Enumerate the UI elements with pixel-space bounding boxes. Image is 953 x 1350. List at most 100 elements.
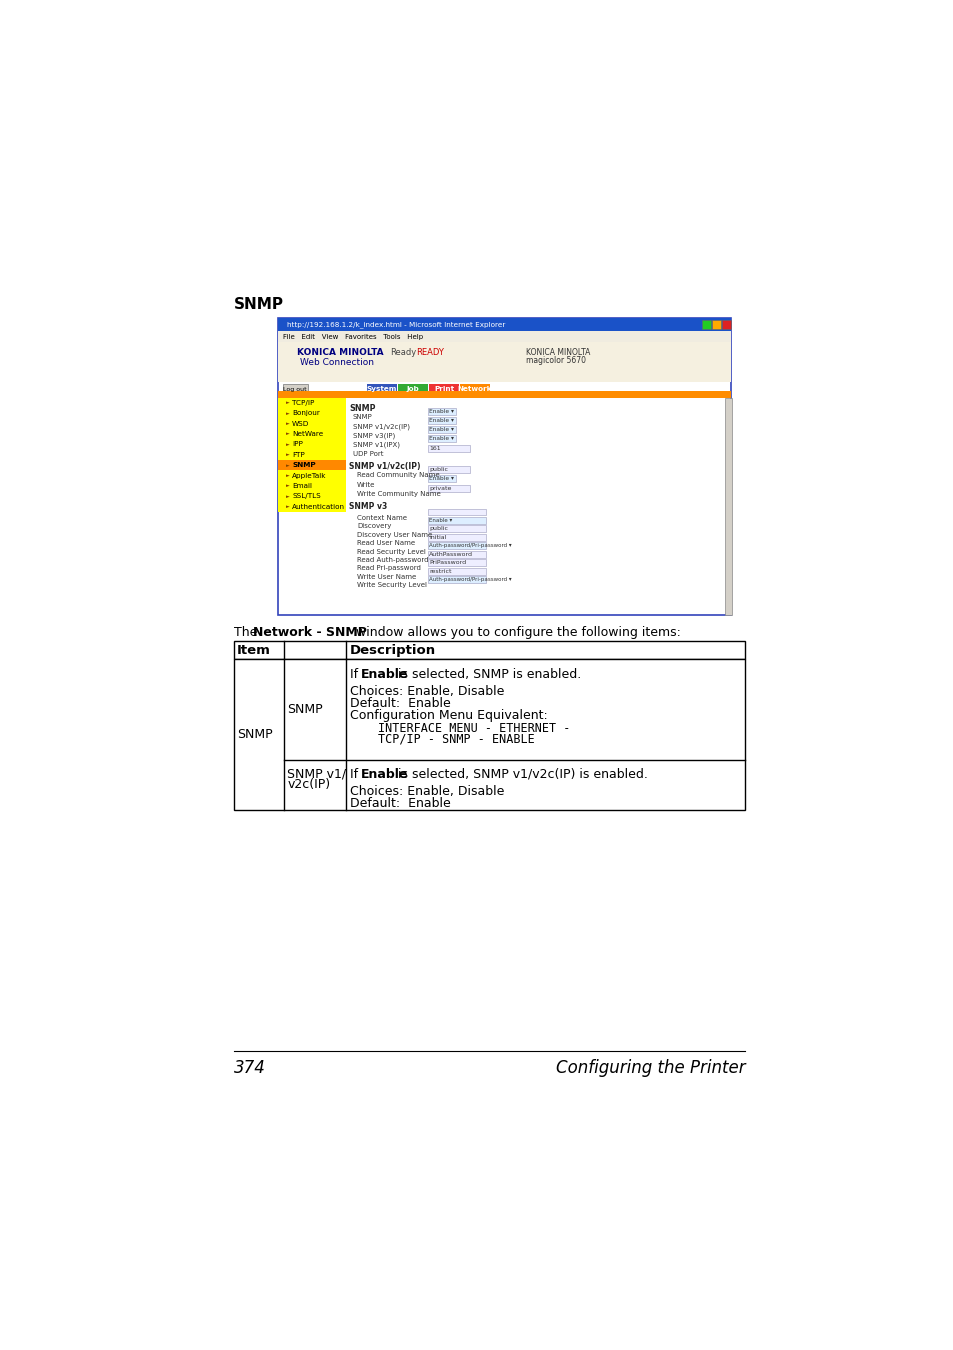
Text: Ready: Ready xyxy=(390,348,416,358)
Bar xyxy=(278,418,345,429)
Bar xyxy=(427,509,485,516)
Text: WSD: WSD xyxy=(292,421,309,427)
Bar xyxy=(427,517,485,524)
Text: FTP: FTP xyxy=(292,452,305,458)
Bar xyxy=(278,342,731,382)
Text: v2c(IP): v2c(IP) xyxy=(287,778,330,791)
Text: window allows you to configure the following items:: window allows you to configure the follo… xyxy=(352,625,679,639)
Text: Default:  Enable: Default: Enable xyxy=(350,697,451,710)
Text: KONICA MINOLTA: KONICA MINOLTA xyxy=(525,348,590,358)
Text: Write Security Level: Write Security Level xyxy=(356,582,427,589)
Text: Default:  Enable: Default: Enable xyxy=(350,798,451,810)
Bar xyxy=(427,533,485,541)
Text: Read Pri-password: Read Pri-password xyxy=(356,566,420,571)
Text: Enable: Enable xyxy=(360,768,408,782)
Bar xyxy=(427,427,456,433)
Bar xyxy=(278,439,345,450)
Text: restrict: restrict xyxy=(429,568,452,574)
Text: Choices: Enable, Disable: Choices: Enable, Disable xyxy=(350,784,504,798)
Bar xyxy=(427,408,456,414)
Text: TCP/IP: TCP/IP xyxy=(292,400,314,406)
Bar xyxy=(278,390,731,398)
Bar xyxy=(427,576,485,583)
Text: http://192.168.1.2/k_index.html - Microsoft Internet Explorer: http://192.168.1.2/k_index.html - Micros… xyxy=(287,321,505,328)
Text: INTERFACE MENU - ETHERNET -: INTERFACE MENU - ETHERNET - xyxy=(377,722,570,734)
Text: KONICA MINOLTA: KONICA MINOLTA xyxy=(297,348,384,358)
Text: Read User Name: Read User Name xyxy=(356,540,415,545)
Bar xyxy=(427,435,456,443)
Text: Auth-password/Pri-password ▾: Auth-password/Pri-password ▾ xyxy=(429,543,512,548)
Bar xyxy=(278,317,731,614)
Text: ►: ► xyxy=(286,432,290,436)
Text: Context Name: Context Name xyxy=(356,514,407,521)
Text: SNMP v1/v2c(IP): SNMP v1/v2c(IP) xyxy=(353,423,409,429)
Text: Authentication: Authentication xyxy=(292,504,345,510)
Text: ►: ► xyxy=(286,452,290,458)
Text: IPP: IPP xyxy=(292,441,303,447)
Text: Email: Email xyxy=(292,483,312,489)
Text: ►: ► xyxy=(286,421,290,427)
Text: Read Community Name: Read Community Name xyxy=(356,472,439,478)
Text: Job: Job xyxy=(406,386,419,391)
Text: Enable ▾: Enable ▾ xyxy=(429,418,454,423)
Bar xyxy=(278,450,345,460)
Text: ►: ► xyxy=(286,472,290,478)
Bar xyxy=(427,485,470,491)
Text: ►: ► xyxy=(286,410,290,416)
Text: SSL/TLS: SSL/TLS xyxy=(292,493,320,500)
Bar xyxy=(278,398,345,408)
Text: ►: ► xyxy=(286,483,290,489)
Bar xyxy=(397,383,427,394)
Bar xyxy=(278,429,345,439)
Text: Description: Description xyxy=(349,644,436,656)
Text: Web Connection: Web Connection xyxy=(299,358,374,367)
Text: ►: ► xyxy=(286,441,290,447)
Text: ►: ► xyxy=(286,494,290,499)
Bar xyxy=(427,475,456,482)
Bar xyxy=(427,559,485,566)
Text: TCP/IP - SNMP - ENABLE: TCP/IP - SNMP - ENABLE xyxy=(377,733,535,745)
Bar xyxy=(427,417,456,424)
Text: SNMP: SNMP xyxy=(349,404,375,413)
Text: SNMP v1(IPX): SNMP v1(IPX) xyxy=(353,441,399,448)
Bar xyxy=(278,470,345,481)
Text: initial: initial xyxy=(429,535,446,540)
Text: Read Auth-password: Read Auth-password xyxy=(356,558,428,563)
Text: Enable ▾: Enable ▾ xyxy=(429,477,454,482)
Text: 374: 374 xyxy=(233,1058,266,1077)
Bar xyxy=(429,383,458,394)
Text: SNMP: SNMP xyxy=(236,728,273,741)
Text: SNMP: SNMP xyxy=(292,462,315,468)
Text: Enable ▾: Enable ▾ xyxy=(429,518,452,522)
Text: public: public xyxy=(429,467,448,472)
Bar xyxy=(459,383,489,394)
Bar xyxy=(427,444,470,451)
Bar xyxy=(711,320,720,329)
Text: Configuration Menu Equivalent:: Configuration Menu Equivalent: xyxy=(350,710,547,722)
Text: Discovery: Discovery xyxy=(356,524,391,529)
Text: NetWare: NetWare xyxy=(292,431,323,437)
Text: ►: ► xyxy=(286,401,290,405)
Bar xyxy=(233,641,744,659)
Text: AppleTalk: AppleTalk xyxy=(292,472,326,479)
Text: The: The xyxy=(233,625,261,639)
Text: Write: Write xyxy=(356,482,375,487)
Text: AuthPassword: AuthPassword xyxy=(429,552,473,556)
Text: public: public xyxy=(429,526,448,532)
Text: Enable: Enable xyxy=(360,668,408,680)
Bar xyxy=(233,659,744,810)
Text: Network: Network xyxy=(457,386,492,391)
Text: UDP Port: UDP Port xyxy=(353,451,382,456)
Text: SNMP: SNMP xyxy=(287,703,323,716)
Bar xyxy=(278,460,345,470)
Text: Print: Print xyxy=(434,386,454,391)
Text: If: If xyxy=(350,668,362,680)
Text: Log out: Log out xyxy=(283,386,307,391)
Text: 161: 161 xyxy=(429,446,440,451)
Text: SNMP: SNMP xyxy=(233,297,284,312)
Text: Write Community Name: Write Community Name xyxy=(356,491,440,497)
Text: Network - SNMP: Network - SNMP xyxy=(253,625,366,639)
Bar xyxy=(427,525,485,532)
Text: READY: READY xyxy=(416,348,443,358)
Bar xyxy=(278,502,345,512)
